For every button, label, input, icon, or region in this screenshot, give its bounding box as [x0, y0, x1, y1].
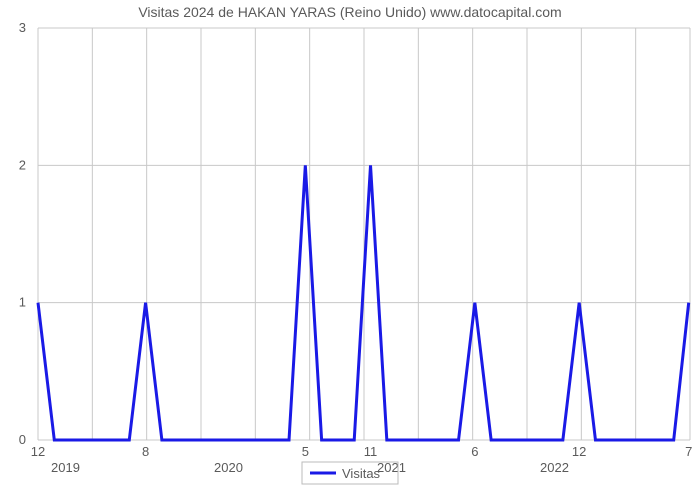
x-data-label: 6	[471, 444, 478, 459]
y-tick-label: 3	[19, 20, 26, 35]
y-tick-label: 2	[19, 157, 26, 172]
x-data-label: 12	[572, 444, 586, 459]
legend-label: Visitas	[342, 466, 381, 481]
x-year-label: 2019	[51, 460, 80, 475]
x-year-label: 2020	[214, 460, 243, 475]
chart-title: Visitas 2024 de HAKAN YARAS (Reino Unido…	[0, 4, 700, 20]
x-data-label: 7	[685, 444, 692, 459]
chart-canvas: 012312851161272019202020212022Visitas	[0, 0, 700, 500]
visits-chart: Visitas 2024 de HAKAN YARAS (Reino Unido…	[0, 0, 700, 500]
x-data-label: 11	[364, 444, 378, 459]
y-tick-label: 0	[19, 432, 26, 447]
x-data-label: 5	[302, 444, 309, 459]
x-data-label: 8	[142, 444, 149, 459]
x-year-label: 2022	[540, 460, 569, 475]
y-tick-label: 1	[19, 295, 26, 310]
x-data-label: 12	[31, 444, 45, 459]
